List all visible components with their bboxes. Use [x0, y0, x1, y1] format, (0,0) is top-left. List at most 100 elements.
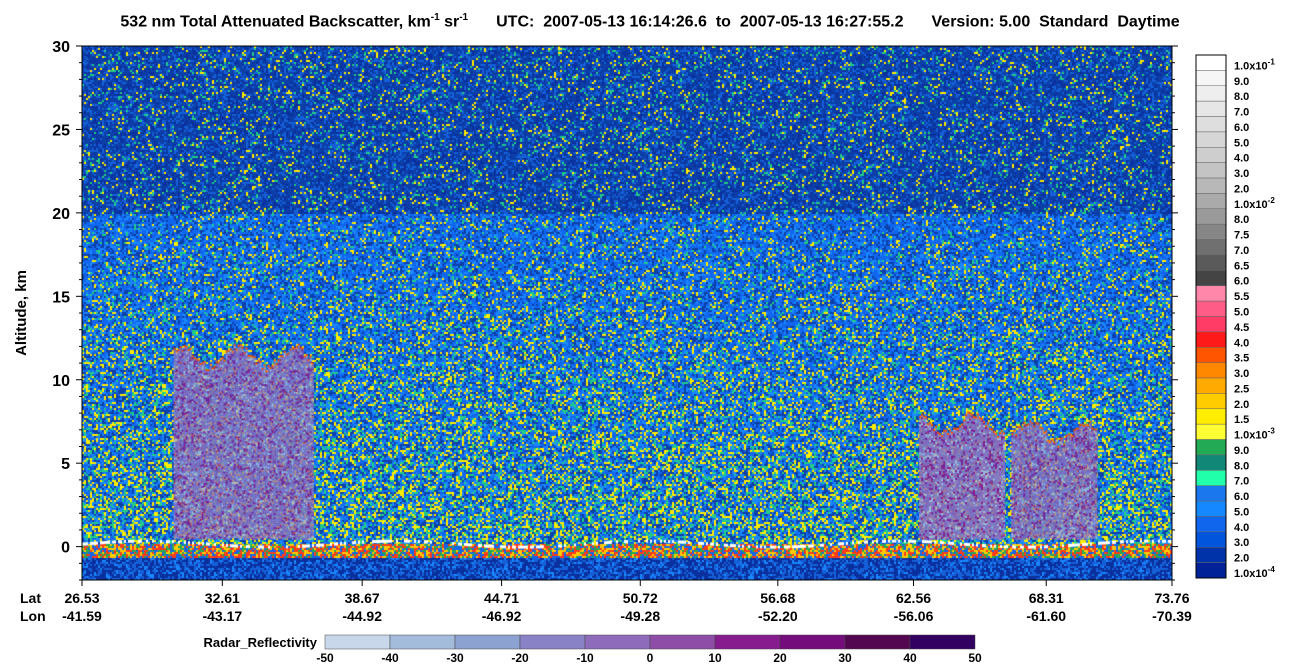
lat-tick-label: 62.56: [896, 590, 931, 606]
colorbar-label: 9.0: [1234, 76, 1249, 88]
lat-tick-label: 68.31: [1029, 590, 1064, 606]
colorbar-label: 3.0: [1234, 537, 1249, 549]
radar-colorbar-swatch: [389, 634, 456, 650]
colorbar-swatch: [1195, 423, 1227, 440]
y-tick-label: 10: [52, 373, 70, 390]
radar-colorbar-label: Radar_Reflectivity: [204, 635, 318, 650]
colorbar-swatch: [1195, 393, 1227, 410]
colorbar-label: 8.0: [1234, 214, 1249, 226]
product-label: Standard: [1039, 13, 1109, 31]
colorbar-swatch: [1195, 100, 1227, 117]
colorbar-swatch: [1195, 147, 1227, 163]
colorbar-label: 8.0: [1234, 460, 1249, 472]
radar-colorbar-swatch: [519, 634, 586, 650]
radar-tick-label: 40: [903, 651, 917, 665]
colorbar-label: 4.0: [1234, 337, 1249, 349]
lat-tick-label: 26.53: [64, 590, 99, 606]
radar-colorbar: -50 -40 -30 -20 -10 0 10 20 30 40 50 Radar_Reflecti…: [204, 634, 982, 665]
colorbar-swatch: [1195, 70, 1227, 87]
colorbar-swatch: [1195, 377, 1227, 394]
lon-tick-label: -46.92: [482, 608, 522, 624]
colorbar-label: 7.0: [1234, 107, 1249, 119]
colorbar-swatch: [1195, 223, 1227, 240]
colorbar-label: 8.0: [1234, 91, 1249, 103]
x-axis: 26.53 -41.59 32.61 -43.17 38.67 -44.92 44.71 -4…: [20, 580, 1192, 624]
title-main: 532 nm Total Attenuated Backscatter, km: [120, 13, 431, 31]
lat-tick-label: 32.61: [205, 590, 240, 606]
radar-tick-label: 30: [838, 651, 852, 665]
colorbar-label: 3.0: [1234, 168, 1249, 180]
radar-colorbar-swatch: [649, 634, 716, 650]
y-tick-label: 15: [52, 289, 70, 306]
colorbar-label: 2.0: [1234, 553, 1249, 565]
y-axis: 0 5 10 15 20 25 30 Altitude, km: [13, 39, 1178, 581]
title-exponent-1: -1: [430, 12, 440, 23]
colorbar-swatch: [1195, 470, 1227, 486]
utc-end: 2007-05-13 16:27:55.2: [739, 13, 904, 31]
colorbar-frame: [1195, 54, 1227, 579]
lon-tick-label: -61.60: [1026, 608, 1066, 624]
colorbar-label: 5.0: [1234, 137, 1249, 149]
colorbar-label: 6.0: [1234, 122, 1249, 134]
colorbar-swatch: [1195, 500, 1227, 517]
lat-tick-label: 50.72: [623, 590, 658, 606]
utc-start: 2007-05-13 16:14:26.6: [543, 13, 707, 31]
colorbar-label: 5.5: [1234, 291, 1249, 303]
y-tick-label: 25: [52, 122, 70, 139]
radar-colorbar-swatch: [324, 634, 391, 650]
radar-colorbar-swatch: [779, 634, 846, 650]
colorbar-swatch: [1195, 362, 1227, 379]
chart-title: 532 nm Total Attenuated Backscatter, km-…: [0, 12, 1300, 31]
radar-tick-label: -30: [446, 651, 464, 665]
radar-tick-label: 10: [708, 651, 722, 665]
colorbar-swatch: [1195, 239, 1227, 256]
colorbar-exponent: -3: [1268, 427, 1276, 436]
backscatter-heatmap: [82, 46, 1172, 580]
y-tick-label: 0: [61, 540, 70, 557]
colorbar-label: 7.0: [1234, 245, 1249, 257]
colorbar-label: 4.0: [1234, 522, 1249, 534]
colorbar-label: 9.0: [1234, 445, 1249, 457]
colorbar-label: 2.0: [1234, 399, 1249, 411]
colorbar-label: 3.0: [1234, 368, 1249, 380]
radar-colorbar-swatch: [909, 634, 976, 650]
colorbar-swatch: [1195, 254, 1227, 271]
colorbar-label: 7.0: [1234, 476, 1249, 488]
lon-tick-label: -41.59: [62, 608, 102, 624]
colorbar-swatch: [1195, 270, 1227, 286]
colorbar-label: 5.0: [1234, 307, 1249, 319]
colorbar-swatch: [1195, 193, 1227, 210]
lat-tick-label: 38.67: [345, 590, 380, 606]
colorbar-swatch: [1195, 562, 1227, 579]
colorbar-swatch: [1195, 85, 1227, 102]
radar-tick-label: -40: [381, 651, 399, 665]
radar-colorbar-swatch: [714, 634, 781, 650]
colorbar-exponent: -4: [1268, 565, 1276, 574]
colorbar-label: 4.5: [1234, 322, 1249, 334]
radar-tick-label: -20: [511, 651, 529, 665]
lon-tick-label: -70.39: [1152, 608, 1192, 624]
colorbar-swatch: [1195, 116, 1227, 133]
radar-tick-label: -10: [576, 651, 594, 665]
version-label: Version: 5.00: [931, 13, 1031, 31]
colorbar-swatch: [1195, 347, 1227, 363]
colorbar-swatch: [1195, 485, 1227, 502]
colorbar-exponent: -2: [1268, 196, 1276, 205]
colorbar-label: 6.0: [1234, 276, 1249, 288]
colorbar-label: 4.0: [1234, 153, 1249, 165]
lon-tick-label: -56.06: [894, 608, 934, 624]
utc-label: UTC:: [496, 13, 535, 31]
colorbar-swatch: [1195, 54, 1227, 71]
colorbar-label: 1.0x10-1: [1234, 57, 1275, 72]
lat-row-label: Lat: [20, 590, 41, 606]
lat-tick-label: 56.68: [760, 590, 795, 606]
colorbar-label: 1.0x10-3: [1234, 427, 1275, 442]
y-tick-label: 5: [61, 456, 70, 473]
radar-colorbar-swatch: [584, 634, 651, 650]
colorbar-swatch: [1195, 285, 1227, 302]
backscatter-colorbar: 1.0x10-19.08.07.06.05.04.03.02.01.0x10-2…: [1195, 54, 1276, 580]
lon-tick-label: -49.28: [620, 608, 660, 624]
colorbar-swatch: [1195, 454, 1227, 471]
y-tick-label: 20: [52, 206, 70, 223]
colorbar-swatch: [1195, 208, 1227, 225]
